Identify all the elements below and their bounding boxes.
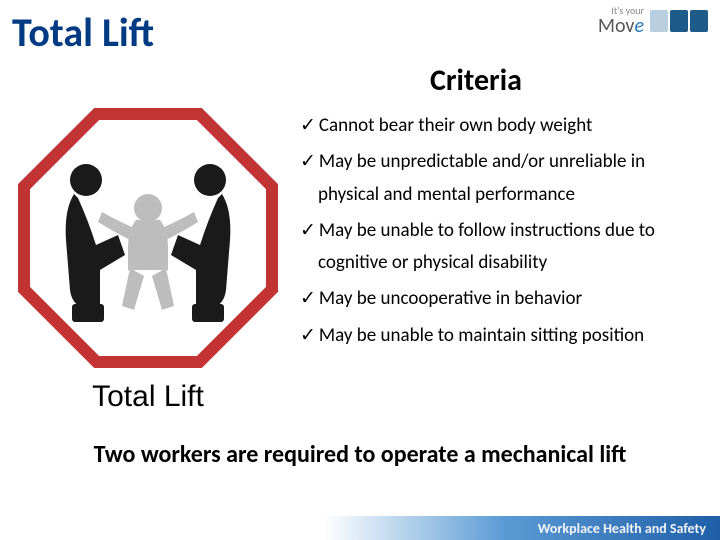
logo-tile-icon	[670, 10, 688, 32]
criteria-item: ✓May be unable to maintain sitting posit…	[300, 320, 710, 352]
criteria-text: May be uncooperative in behavior	[319, 287, 582, 310]
logo-wordmark: Move	[598, 16, 644, 36]
logo-word-e: e	[634, 14, 644, 38]
criteria-list: ✓Cannot bear their own body weight ✓May …	[300, 110, 710, 356]
checkmark-icon: ✓	[300, 114, 316, 137]
criteria-text: Cannot bear their own body weight	[319, 114, 592, 137]
bottom-note: Two workers are required to operate a me…	[0, 440, 720, 470]
logo-word-pre: Mov	[598, 14, 635, 38]
checkmark-icon: ✓	[300, 219, 316, 242]
criteria-item: ✓May be unable to follow instructions du…	[300, 215, 710, 280]
logo-tile-icon	[690, 10, 708, 32]
footer-text: Workplace Health and Safety	[538, 520, 706, 537]
criteria-text: May be unpredictable and/or unreliable i…	[318, 150, 645, 205]
criteria-item: ✓Cannot bear their own body weight	[300, 110, 710, 142]
lift-pictogram-svg	[30, 120, 266, 356]
checkmark-icon: ✓	[300, 150, 316, 173]
criteria-item: ✓May be uncooperative in behavior	[300, 283, 710, 315]
footer-bar: Workplace Health and Safety	[0, 516, 720, 540]
criteria-item: ✓May be unpredictable and/or unreliable …	[300, 146, 710, 211]
checkmark-icon: ✓	[300, 287, 316, 310]
criteria-heading: Criteria	[430, 62, 522, 99]
criteria-text: May be unable to maintain sitting positi…	[319, 324, 644, 347]
logo-icon-group	[650, 10, 708, 32]
pictogram-label: Total Lift	[18, 380, 278, 414]
total-lift-pictogram	[18, 108, 278, 368]
checkmark-icon: ✓	[300, 324, 316, 347]
logo-tile-icon	[650, 10, 668, 32]
criteria-text: May be unable to follow instructions due…	[318, 219, 655, 274]
brand-logo: It's your Move	[598, 6, 708, 36]
page-title: Total Lift	[12, 8, 154, 57]
logo-text: It's your Move	[598, 6, 644, 36]
